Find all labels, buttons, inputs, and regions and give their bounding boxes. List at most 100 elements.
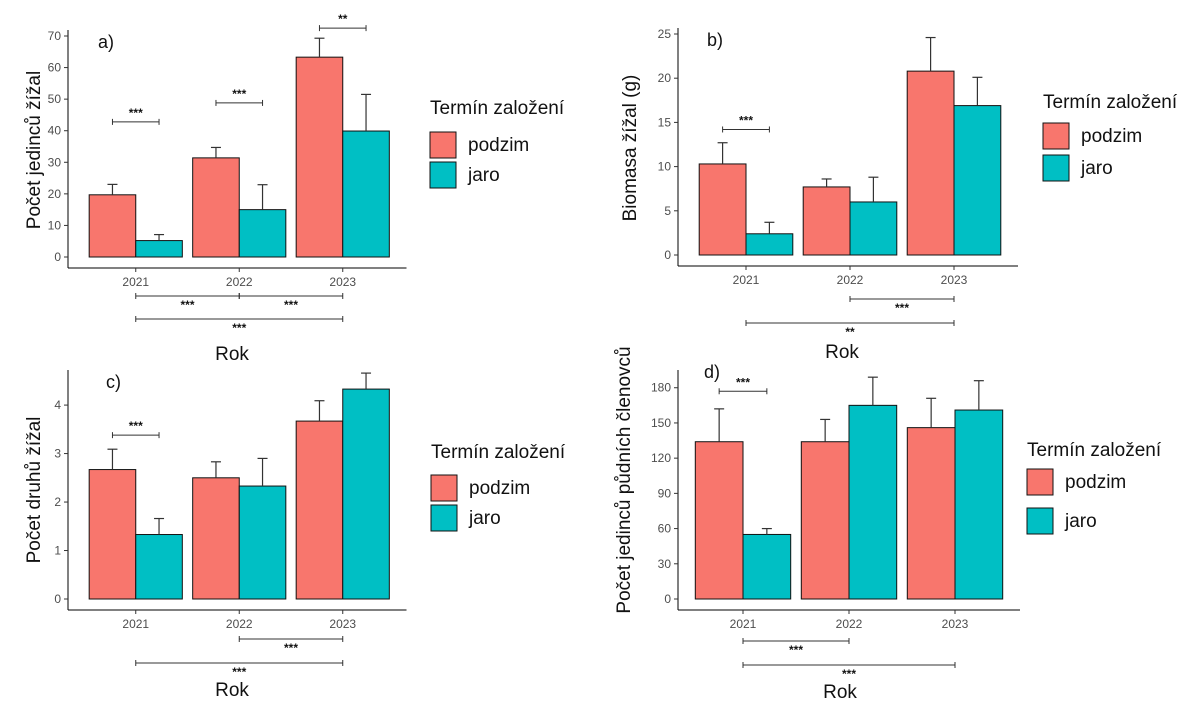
y-tick-label: 15 xyxy=(658,115,672,129)
chart-panel-3: 0 1 2 3 4 2021 2022 2023 *** *** *** c) Rok Počet dru… xyxy=(24,370,566,701)
x-tick-label: 2021 xyxy=(733,273,760,287)
legend-swatch-jaro xyxy=(430,504,458,532)
y-tick-label: 60 xyxy=(658,522,672,536)
y-tick-label: 0 xyxy=(664,592,671,606)
significance-label: *** xyxy=(129,419,143,433)
x-axis-title: Rok xyxy=(215,344,249,365)
significance-label: *** xyxy=(739,113,753,127)
bar-jaro-2021 xyxy=(745,233,794,256)
bar-podzim-2022 xyxy=(192,477,240,600)
significance-label: *** xyxy=(842,667,856,681)
y-axis-title: Počet jedinců půdních členovců xyxy=(614,346,635,613)
x-axis-title: Rok xyxy=(825,342,859,363)
panel-label: a) xyxy=(98,32,114,52)
legend-swatch-podzim xyxy=(1026,468,1054,496)
y-tick-label: 10 xyxy=(48,218,62,232)
bar-jaro-2023 xyxy=(342,130,390,258)
bar-jaro-2021 xyxy=(135,240,183,258)
bar-podzim-2023 xyxy=(295,56,344,258)
significance-label: *** xyxy=(284,298,298,312)
panel-label: d) xyxy=(704,362,720,382)
y-axis-title: Počet jedinců žížal xyxy=(24,71,45,229)
bar-podzim-2023 xyxy=(906,70,955,256)
y-tick-label: 1 xyxy=(54,544,61,558)
bar-jaro-2022 xyxy=(848,404,898,600)
y-tick-label: 4 xyxy=(54,398,61,412)
panel-label: c) xyxy=(106,372,121,392)
y-tick-label: 90 xyxy=(658,486,672,500)
x-tick-label: 2023 xyxy=(329,617,356,631)
bar-podzim-2023 xyxy=(906,427,956,600)
bar-podzim-2021 xyxy=(88,469,137,600)
legend: Termín založení podzim jaro xyxy=(1026,440,1162,535)
y-tick-label: 0 xyxy=(664,248,671,262)
x-tick-label: 2023 xyxy=(942,617,969,631)
legend-swatch-jaro xyxy=(1026,507,1054,535)
legend-label-podzim: podzim xyxy=(1065,472,1126,493)
chart-panel-4: 0 30 60 90 120 150 180 2021 2022 2023 *** *** *** d) R… xyxy=(614,346,1162,703)
y-tick-label: 20 xyxy=(48,187,62,201)
legend-label-podzim: podzim xyxy=(1081,126,1142,147)
legend: Termín založení podzim jaro xyxy=(430,442,566,532)
y-tick-label: 150 xyxy=(651,416,671,430)
legend-label-jaro: jaro xyxy=(467,165,500,186)
significance-label: *** xyxy=(129,106,143,120)
bar-podzim-2022 xyxy=(192,157,240,258)
y-tick-label: 120 xyxy=(651,451,671,465)
significance-label: *** xyxy=(232,87,246,101)
significance-label: ** xyxy=(338,12,348,26)
bar-podzim-2022 xyxy=(800,441,850,600)
legend-swatch-jaro xyxy=(429,161,457,189)
y-tick-label: 50 xyxy=(48,92,62,106)
legend-label-jaro: jaro xyxy=(1080,158,1113,179)
legend: Termín založení podzim jaro xyxy=(429,98,565,189)
bar-podzim-2021 xyxy=(694,441,744,600)
bar-jaro-2023 xyxy=(954,409,1004,600)
x-axis-title: Rok xyxy=(215,680,249,701)
x-tick-label: 2022 xyxy=(226,275,253,289)
y-tick-label: 2 xyxy=(54,495,61,509)
x-tick-label: 2023 xyxy=(941,273,968,287)
significance-label: *** xyxy=(232,665,246,679)
y-tick-label: 3 xyxy=(54,447,61,461)
x-tick-label: 2021 xyxy=(122,617,149,631)
y-tick-label: 30 xyxy=(658,557,672,571)
y-tick-label: 30 xyxy=(48,155,62,169)
legend-title: Termín založení xyxy=(1027,440,1162,461)
significance-label: *** xyxy=(284,641,298,655)
significance-label: ** xyxy=(845,325,855,339)
y-tick-label: 25 xyxy=(658,27,672,41)
legend-title: Termín založení xyxy=(1043,92,1178,113)
bar-jaro-2023 xyxy=(342,388,390,600)
significance-label: *** xyxy=(232,321,246,335)
bar-jaro-2022 xyxy=(849,201,898,256)
x-tick-label: 2023 xyxy=(329,275,356,289)
significance-label: *** xyxy=(180,298,194,312)
y-tick-label: 60 xyxy=(48,61,62,75)
legend-label-jaro: jaro xyxy=(468,508,501,529)
significance-label: *** xyxy=(789,643,803,657)
y-tick-label: 40 xyxy=(48,124,62,138)
y-tick-label: 70 xyxy=(48,29,62,43)
x-tick-label: 2022 xyxy=(226,617,253,631)
bar-podzim-2022 xyxy=(802,186,851,256)
bar-jaro-2021 xyxy=(742,533,792,600)
y-tick-label: 10 xyxy=(658,160,672,174)
y-tick-label: 180 xyxy=(651,381,671,395)
bar-podzim-2021 xyxy=(698,163,747,256)
x-tick-label: 2021 xyxy=(122,275,149,289)
legend-label-podzim: podzim xyxy=(468,135,529,156)
bar-jaro-2022 xyxy=(238,485,287,600)
y-axis-title: Počet druhů žížal xyxy=(24,417,45,564)
bar-jaro-2022 xyxy=(238,209,287,258)
legend-title: Termín založení xyxy=(431,442,566,463)
legend-swatch-podzim xyxy=(429,131,457,159)
y-tick-label: 5 xyxy=(664,204,671,218)
x-tick-label: 2021 xyxy=(730,617,757,631)
bar-podzim-2023 xyxy=(295,420,344,600)
legend-label-jaro: jaro xyxy=(1064,511,1097,532)
legend-label-podzim: podzim xyxy=(469,478,530,499)
